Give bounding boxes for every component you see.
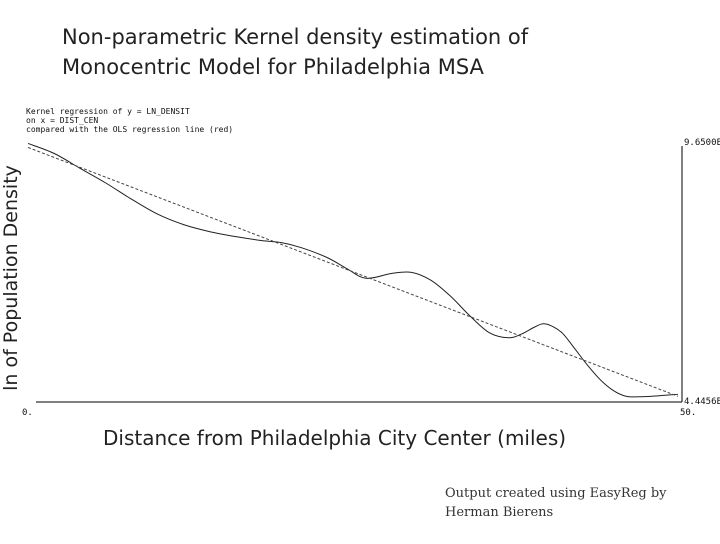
y-tick-label-min: 4.4456E [684, 397, 720, 407]
credit-line-1: Output created using EasyReg by [445, 486, 667, 501]
title-line-2: Monocentric Model for Philadelphia MSA [62, 55, 484, 79]
chart-title: Non-parametric Kernel density estimation… [62, 22, 622, 82]
plot-legend-line-1: Kernel regression of y = LN_DENSIT [26, 107, 190, 116]
x-tick-label-min: 0. [22, 408, 33, 418]
title-line-1: Non-parametric Kernel density estimation… [62, 25, 529, 49]
y-tick-label-max: 9.6500E [684, 138, 720, 148]
series-layer [27, 143, 679, 398]
x-axis-label: Distance from Philadelphia City Center (… [103, 426, 567, 450]
credit-note: Output created using EasyReg by Herman B… [445, 484, 667, 522]
credit-line-2: Herman Bierens [445, 505, 554, 520]
x-tick-label-max: 50. [680, 408, 696, 418]
ols-regression-line [27, 146, 679, 397]
plot-legend-line-2: on x = DIST_CEN [26, 116, 98, 125]
plot-legend-line-3: compared with the OLS regression line (r… [26, 125, 233, 134]
kernel-regression-line [27, 143, 679, 398]
